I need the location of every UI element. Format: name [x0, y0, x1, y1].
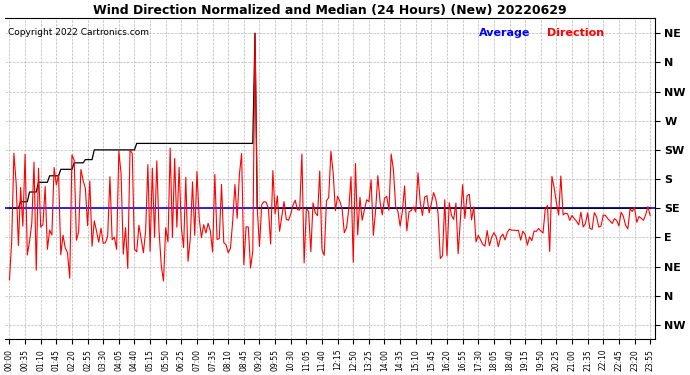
Text: Average: Average	[480, 28, 531, 38]
Text: Copyright 2022 Cartronics.com: Copyright 2022 Cartronics.com	[8, 28, 149, 37]
Title: Wind Direction Normalized and Median (24 Hours) (New) 20220629: Wind Direction Normalized and Median (24…	[93, 4, 566, 17]
Text: Direction: Direction	[547, 28, 604, 38]
